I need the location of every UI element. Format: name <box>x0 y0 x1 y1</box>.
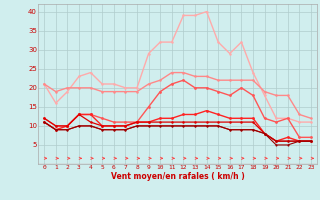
X-axis label: Vent moyen/en rafales ( km/h ): Vent moyen/en rafales ( km/h ) <box>111 172 244 181</box>
